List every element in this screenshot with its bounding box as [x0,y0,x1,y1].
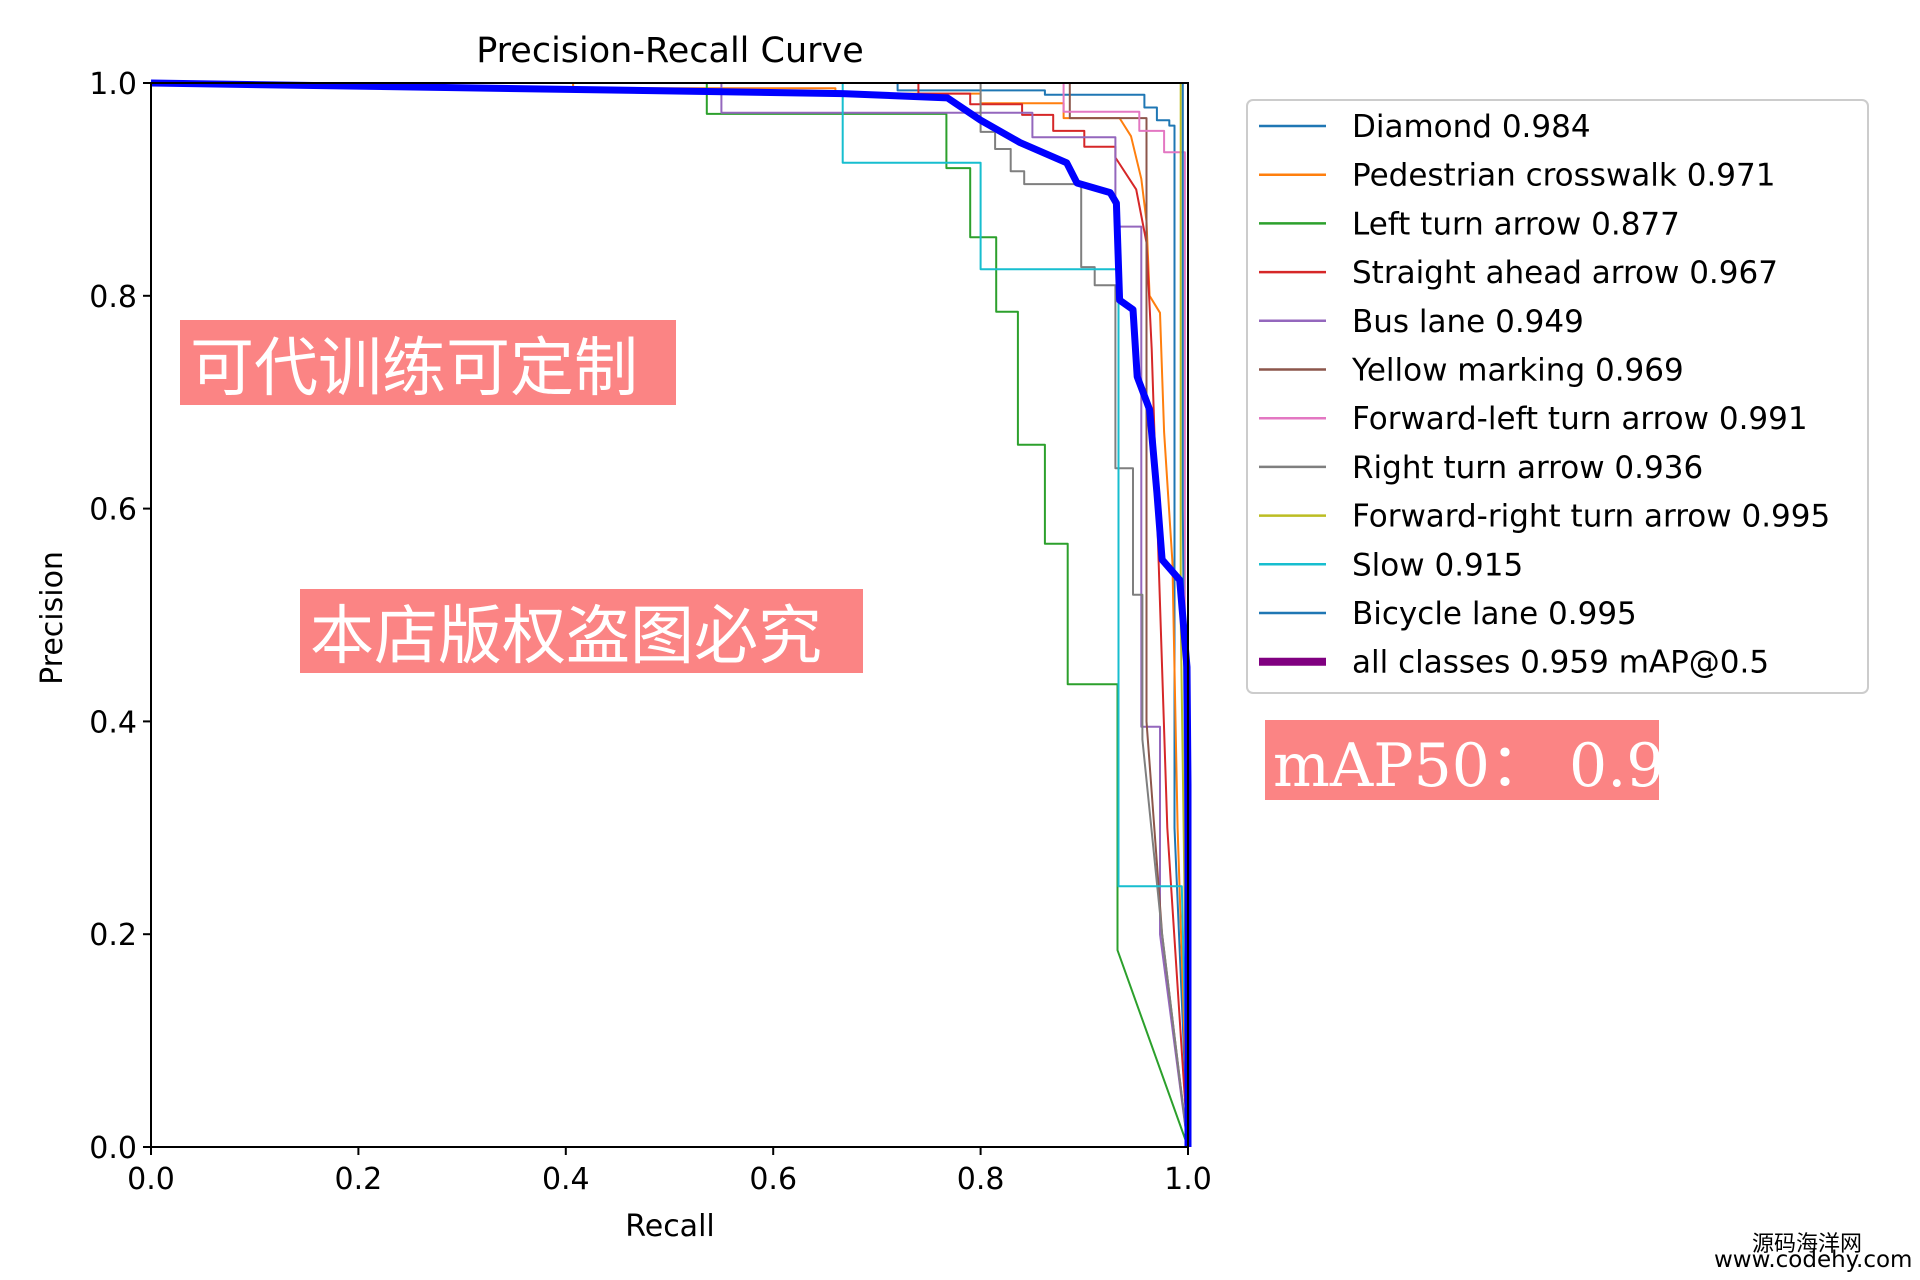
y-axis: 0.0 0.2 0.4 0.6 0.8 1.0 [89,67,151,1166]
x-axis-label: Recall [625,1209,715,1244]
x-tick-label: 0.2 [335,1162,383,1197]
legend: Diamond 0.984 Pedestrian crosswalk 0.971 L… [1246,99,1869,694]
chart-title: Precision-Recall Curve [476,31,864,71]
x-tick-label: 0.4 [542,1162,590,1197]
x-axis: 0.0 0.2 0.4 0.6 0.8 1.0 [127,1147,1212,1197]
legend-entry: Right turn arrow 0.936 [1352,450,1703,486]
x-tick-label: 0.6 [749,1162,797,1197]
legend-entry: Forward-left turn arrow 0.991 [1352,401,1808,437]
y-tick-label: 0.2 [89,918,137,953]
x-tick-label: 1.0 [1164,1162,1212,1197]
series-line-11 [150,79,1192,1147]
series-line-2 [151,82,1189,1148]
watermark-copyright: 本店版权盗图必究 [300,589,863,673]
legend-entry: all classes 0.959 mAP@0.5 [1352,645,1769,681]
watermark-map50: mAP50： 0.96 [1265,720,1659,800]
legend-box [1246,99,1869,694]
series-line-9 [151,82,1189,1148]
watermark-custom-training: 可代训练可定制 [180,320,676,405]
legend-entry: Diamond 0.984 [1352,109,1591,145]
legend-entry: Bus lane 0.949 [1352,304,1584,340]
legend-entry: Forward-right turn arrow 0.995 [1352,499,1830,535]
series-line-4 [151,82,1189,1148]
site-name: 源码海洋网 [1752,1232,1863,1257]
y-tick-label: 0.4 [89,705,137,740]
legend-entry: Yellow marking 0.969 [1351,353,1684,389]
series-line-6 [151,82,1189,1148]
legend-entry: Left turn arrow 0.877 [1352,206,1680,242]
y-tick-label: 1.0 [89,67,137,102]
legend-entry: Slow 0.915 [1352,547,1523,583]
y-tick-label: 0.8 [89,280,137,315]
series-line-0 [151,82,1189,1148]
legend-entry: Straight ahead arrow 0.967 [1352,255,1778,291]
plot-frame [150,82,1189,1148]
y-tick-label: 0.0 [89,1131,137,1166]
site-url: www.codehy.com [1714,1247,1913,1273]
x-tick-label: 0.8 [957,1162,1005,1197]
x-tick-label: 0.0 [127,1162,175,1197]
legend-entry: Pedestrian crosswalk 0.971 [1352,158,1775,194]
y-axis-label: Precision [35,551,70,685]
series-line-7 [151,82,1189,1148]
y-tick-label: 0.6 [89,493,137,528]
legend-entry: Bicycle lane 0.995 [1352,596,1637,632]
